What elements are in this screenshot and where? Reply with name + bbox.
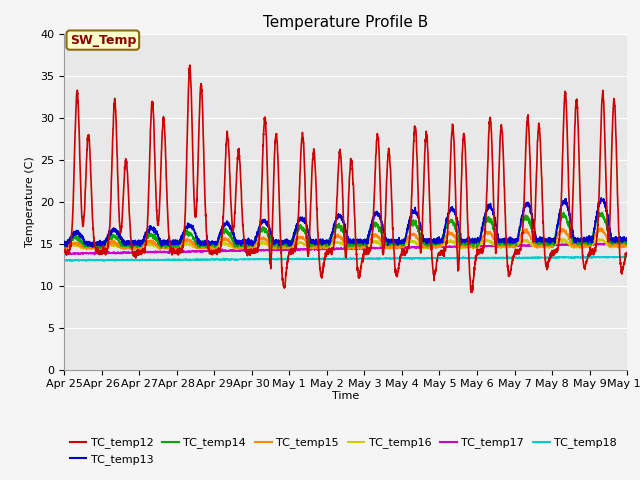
TC_temp18 — [623, 255, 631, 261]
TC_temp17 — [619, 240, 627, 246]
TC_temp15 — [205, 248, 212, 253]
Line: TC_temp12: TC_temp12 — [64, 65, 627, 292]
Line: TC_temp16: TC_temp16 — [64, 239, 627, 249]
TC_temp14 — [60, 244, 68, 250]
TC_temp12 — [552, 246, 559, 252]
TC_temp16 — [158, 245, 166, 251]
TC_temp13 — [612, 237, 620, 242]
Line: TC_temp18: TC_temp18 — [64, 256, 627, 261]
TC_temp13 — [552, 233, 559, 239]
Title: Temperature Profile B: Temperature Profile B — [263, 15, 428, 30]
TC_temp12 — [612, 151, 620, 157]
TC_temp18 — [158, 257, 166, 263]
TC_temp18 — [60, 257, 68, 263]
TC_temp13 — [158, 243, 166, 249]
TC_temp15 — [60, 244, 68, 250]
TC_temp15 — [598, 226, 605, 231]
TC_temp17 — [125, 249, 132, 255]
TC_temp16 — [276, 244, 284, 250]
TC_temp15 — [623, 243, 631, 249]
Line: TC_temp13: TC_temp13 — [64, 198, 627, 247]
TC_temp14 — [276, 240, 284, 246]
TC_temp13 — [60, 243, 68, 249]
TC_temp16 — [552, 240, 559, 245]
TC_temp13 — [125, 239, 132, 244]
TC_temp15 — [276, 245, 284, 251]
TC_temp12 — [60, 248, 68, 254]
TC_temp15 — [124, 243, 132, 249]
TC_temp18 — [301, 256, 308, 262]
X-axis label: Time: Time — [332, 391, 359, 401]
TC_temp17 — [301, 247, 308, 252]
TC_temp13 — [598, 195, 605, 201]
TC_temp16 — [557, 236, 565, 241]
TC_temp16 — [122, 246, 129, 252]
TC_temp16 — [623, 243, 631, 249]
TC_temp12 — [276, 228, 284, 233]
TC_temp12 — [158, 146, 166, 152]
TC_temp17 — [60, 251, 68, 257]
TC_temp17 — [276, 246, 284, 252]
TC_temp17 — [91, 252, 99, 258]
TC_temp16 — [60, 244, 68, 250]
TC_temp12 — [186, 62, 194, 68]
TC_temp14 — [97, 246, 104, 252]
Line: TC_temp17: TC_temp17 — [64, 243, 627, 255]
TC_temp12 — [468, 289, 476, 295]
TC_temp14 — [612, 240, 620, 245]
TC_temp12 — [623, 250, 631, 255]
Y-axis label: Temperature (C): Temperature (C) — [24, 156, 35, 247]
TC_temp17 — [158, 250, 166, 255]
TC_temp15 — [158, 244, 166, 250]
TC_temp14 — [595, 210, 603, 216]
TC_temp14 — [623, 238, 631, 244]
Line: TC_temp15: TC_temp15 — [64, 228, 627, 251]
TC_temp18 — [612, 254, 620, 260]
TC_temp15 — [552, 237, 559, 242]
TC_temp18 — [125, 257, 132, 263]
TC_temp12 — [301, 167, 308, 172]
TC_temp16 — [612, 244, 620, 250]
TC_temp14 — [125, 242, 132, 248]
Legend: TC_temp12, TC_temp13, TC_temp14, TC_temp15, TC_temp16, TC_temp17, TC_temp18: TC_temp12, TC_temp13, TC_temp14, TC_temp… — [70, 437, 617, 465]
TC_temp12 — [124, 185, 132, 191]
TC_temp13 — [89, 244, 97, 250]
TC_temp17 — [552, 242, 559, 248]
TC_temp17 — [612, 241, 620, 247]
TC_temp13 — [276, 238, 284, 243]
TC_temp15 — [612, 242, 620, 248]
TC_temp14 — [158, 242, 166, 248]
Text: SW_Temp: SW_Temp — [70, 34, 136, 47]
TC_temp18 — [552, 255, 559, 261]
TC_temp14 — [552, 231, 559, 237]
TC_temp18 — [620, 253, 627, 259]
TC_temp17 — [623, 240, 631, 246]
TC_temp18 — [100, 258, 108, 264]
TC_temp14 — [301, 227, 308, 232]
Line: TC_temp14: TC_temp14 — [64, 213, 627, 249]
TC_temp13 — [301, 220, 308, 226]
TC_temp16 — [301, 241, 308, 247]
TC_temp16 — [125, 244, 132, 250]
TC_temp15 — [301, 237, 308, 243]
TC_temp13 — [623, 238, 631, 244]
TC_temp18 — [276, 256, 284, 262]
